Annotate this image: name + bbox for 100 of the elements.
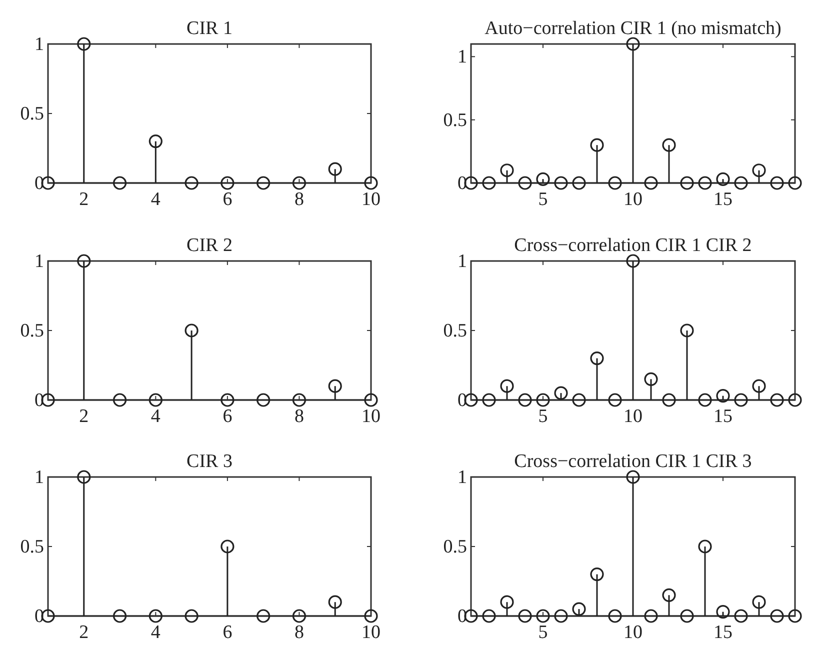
x-tick-label: 15: [714, 622, 732, 643]
point: [554, 609, 568, 623]
x-tick-label: 10: [624, 406, 642, 427]
point: [608, 176, 622, 190]
point: [554, 386, 568, 400]
point: [364, 609, 378, 623]
point: [256, 176, 270, 190]
point: [518, 609, 532, 623]
x-tick-label: 2: [79, 622, 89, 643]
point: [698, 393, 712, 407]
point: [482, 176, 496, 190]
point: [626, 470, 640, 484]
point: [662, 138, 676, 152]
point: [590, 352, 604, 366]
point: [734, 609, 748, 623]
point: [328, 162, 342, 176]
point: [292, 176, 306, 190]
x-tick-label: 4: [150, 406, 161, 427]
point: [220, 393, 234, 407]
point: [364, 176, 378, 190]
x-tick-label: 10: [362, 189, 380, 210]
point: [680, 609, 694, 623]
point: [770, 393, 784, 407]
point: [644, 176, 658, 190]
point: [770, 176, 784, 190]
x-tick-label: 10: [624, 189, 642, 210]
chart-title: CIR 1: [186, 18, 232, 39]
point: [716, 389, 730, 403]
x-tick-label: 8: [294, 406, 304, 427]
point: [112, 609, 127, 623]
chart-title: CIR 3: [186, 451, 232, 472]
point: [788, 609, 802, 623]
point: [364, 393, 378, 407]
point: [148, 393, 162, 407]
point: [644, 372, 658, 386]
x-tick-label: 5: [538, 189, 548, 210]
x-tick-label: 10: [362, 406, 380, 427]
y-tick-label: 0.5: [443, 536, 467, 558]
point: [328, 379, 342, 393]
x-tick-label: 5: [538, 406, 548, 427]
point: [77, 254, 91, 268]
point: [148, 134, 162, 148]
x-tick-label: 5: [538, 622, 548, 643]
point: [626, 37, 640, 51]
point: [536, 609, 550, 623]
chart-title: Cross−correlation CIR 1 CIR 2: [514, 235, 752, 256]
point: [536, 393, 550, 407]
point: [734, 393, 748, 407]
point: [590, 138, 604, 152]
x-tick-label: 8: [294, 622, 304, 643]
y-tick-label: 0.5: [443, 110, 467, 131]
point: [518, 176, 532, 190]
point: [112, 176, 127, 190]
point: [500, 595, 514, 609]
point: [482, 393, 496, 407]
y-tick-label: 0.5: [20, 536, 44, 558]
point: [77, 37, 91, 51]
point: [644, 609, 658, 623]
x-tick-label: 6: [222, 189, 232, 210]
point: [256, 609, 270, 623]
point: [680, 176, 694, 190]
y-tick-label: 0.5: [443, 320, 467, 342]
point: [752, 595, 766, 609]
point: [734, 176, 748, 190]
y-tick-label: 1: [34, 251, 44, 272]
point: [716, 172, 730, 186]
point: [292, 609, 306, 623]
point: [788, 176, 802, 190]
point: [788, 393, 802, 407]
x-tick-label: 10: [362, 622, 380, 643]
x-tick-label: 15: [714, 189, 732, 210]
point: [662, 393, 676, 407]
point: [608, 609, 622, 623]
point: [626, 254, 640, 268]
point: [554, 176, 568, 190]
y-tick-label: 1: [34, 34, 44, 55]
x-tick-label: 2: [79, 406, 89, 427]
point: [536, 172, 550, 186]
point: [572, 176, 586, 190]
x-tick-label: 15: [714, 406, 732, 427]
point: [680, 324, 694, 338]
point: [572, 602, 586, 616]
point: [770, 609, 784, 623]
point: [752, 379, 766, 393]
x-tick-label: 6: [222, 622, 232, 643]
point: [184, 176, 198, 190]
point: [220, 540, 234, 554]
point: [256, 393, 270, 407]
point: [112, 393, 127, 407]
point: [698, 176, 712, 190]
point: [518, 393, 532, 407]
point: [716, 605, 730, 619]
x-tick-label: 6: [222, 406, 232, 427]
point: [292, 393, 306, 407]
y-tick-label: 1: [458, 467, 467, 488]
y-tick-label: 0.5: [20, 320, 44, 342]
chart-title: Auto−correlation CIR 1 (no mismatch): [484, 18, 782, 39]
x-tick-label: 2: [79, 189, 89, 210]
point: [77, 470, 91, 484]
chart-title: Cross−correlation CIR 1 CIR 3: [514, 451, 752, 472]
